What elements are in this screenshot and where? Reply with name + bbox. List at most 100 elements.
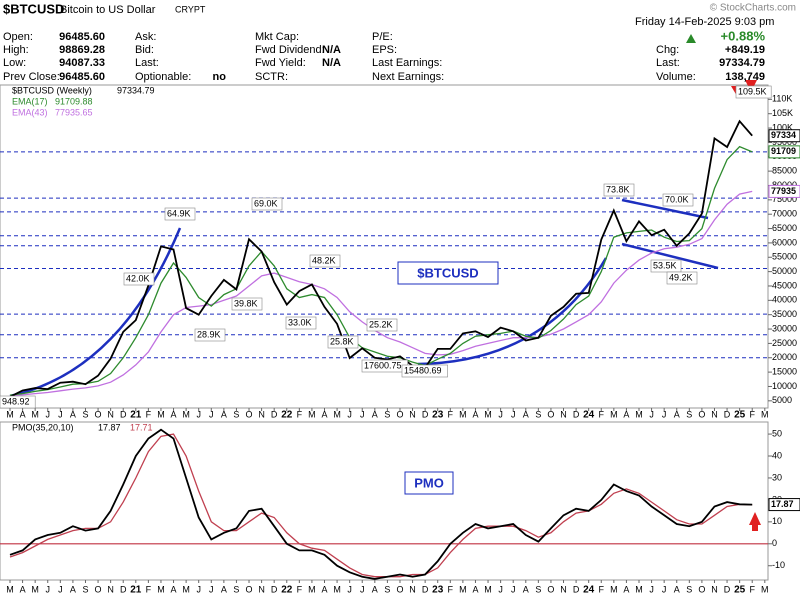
x-tick-label: M bbox=[635, 584, 643, 594]
annotation-box bbox=[327, 335, 359, 349]
x-tick-label: M bbox=[761, 409, 769, 419]
x-tick-label: O bbox=[95, 409, 102, 419]
field-value: 138,749 bbox=[725, 71, 765, 83]
x-tick-label: 21 bbox=[130, 585, 142, 596]
annotation-box bbox=[194, 328, 226, 342]
x-tick-label: J bbox=[209, 409, 214, 419]
field-label: Volume: bbox=[656, 71, 696, 83]
x-tick-label: 23 bbox=[432, 410, 444, 421]
x-tick-label: J bbox=[649, 584, 654, 594]
x-tick-label: N bbox=[560, 409, 567, 419]
x-tick-label: A bbox=[20, 409, 26, 419]
field-label: SCTR: bbox=[255, 71, 288, 83]
y-tick-label: 50000 bbox=[772, 266, 797, 276]
field-value: 94087.33 bbox=[59, 57, 105, 69]
x-tick-label: A bbox=[523, 409, 529, 419]
field-label: Bid: bbox=[135, 44, 154, 56]
annotation-box bbox=[662, 193, 694, 207]
x-tick-label: F bbox=[146, 409, 152, 419]
x-tick-label: 24 bbox=[583, 410, 595, 421]
x-tick-label: N bbox=[258, 584, 265, 594]
field-value: no bbox=[213, 71, 227, 83]
x-tick-label: S bbox=[233, 584, 239, 594]
field-label: EPS: bbox=[372, 44, 397, 56]
annotation-box bbox=[123, 272, 155, 286]
field-label: Open: bbox=[3, 31, 33, 43]
last-value-box bbox=[768, 184, 800, 198]
y-tick-label: 50 bbox=[772, 428, 782, 438]
annotation-box bbox=[401, 364, 448, 378]
x-tick-label: M bbox=[157, 584, 165, 594]
y-tick-label: 60000 bbox=[772, 237, 797, 247]
field-value: +0.88% bbox=[721, 28, 766, 43]
x-tick-label: S bbox=[384, 584, 390, 594]
x-tick-label: A bbox=[221, 584, 227, 594]
x-tick-label: S bbox=[686, 409, 692, 419]
legend-name: $BTCUSD (Weekly) bbox=[12, 85, 92, 95]
y-tick-label: 75000 bbox=[772, 194, 797, 204]
price-annotation: 39.8K bbox=[234, 298, 258, 308]
annotation-box bbox=[285, 316, 317, 330]
x-tick-label: A bbox=[321, 409, 327, 419]
field-label: Last: bbox=[656, 57, 680, 69]
x-tick-label: A bbox=[221, 409, 227, 419]
x-tick-label: O bbox=[95, 584, 102, 594]
x-tick-label: A bbox=[623, 409, 629, 419]
x-tick-label: S bbox=[535, 584, 541, 594]
box-label: $BTCUSD bbox=[417, 265, 478, 280]
x-tick-label: N bbox=[409, 584, 416, 594]
x-tick-label: J bbox=[360, 409, 365, 419]
y-tick-label: 85000 bbox=[772, 166, 797, 176]
y-tick-label: 30 bbox=[772, 472, 782, 482]
x-tick-label: O bbox=[547, 584, 554, 594]
y-tick-label: 5000 bbox=[772, 395, 792, 405]
y-tick-label: 40000 bbox=[772, 295, 797, 305]
x-tick-label: M bbox=[610, 584, 618, 594]
x-tick-label: A bbox=[171, 584, 177, 594]
y-tick-label: 10000 bbox=[772, 381, 797, 391]
x-tick-label: D bbox=[724, 584, 731, 594]
price-annotation: 53.5K bbox=[653, 260, 677, 270]
price-annotation: 49.2K bbox=[669, 272, 693, 282]
x-tick-label: N bbox=[107, 584, 114, 594]
field-label: Last: bbox=[135, 57, 159, 69]
field-label: Next Earnings: bbox=[372, 71, 444, 83]
label-box bbox=[397, 261, 499, 285]
annotation-box bbox=[309, 254, 341, 268]
x-tick-label: J bbox=[347, 584, 352, 594]
x-tick-label: A bbox=[674, 584, 680, 594]
x-tick-label: O bbox=[246, 584, 253, 594]
annotation-box bbox=[366, 318, 398, 332]
x-tick-label: O bbox=[698, 584, 705, 594]
x-tick-label: A bbox=[523, 584, 529, 594]
x-tick-label: A bbox=[171, 409, 177, 419]
x-tick-label: A bbox=[70, 409, 76, 419]
y-tick-label: 20000 bbox=[772, 352, 797, 362]
x-tick-label: O bbox=[396, 409, 403, 419]
x-tick-label: J bbox=[58, 409, 63, 419]
series-line bbox=[9, 433, 753, 578]
x-tick-label: J bbox=[511, 409, 516, 419]
annotation-box bbox=[231, 297, 263, 311]
x-tick-label: A bbox=[623, 584, 629, 594]
last-value-box bbox=[768, 145, 800, 159]
legend-value: 17.71 bbox=[130, 422, 153, 432]
x-tick-label: F bbox=[297, 584, 303, 594]
x-tick-label: 22 bbox=[281, 410, 293, 421]
price-annotation: 25.8K bbox=[330, 336, 354, 346]
x-tick-label: D bbox=[573, 409, 580, 419]
field-value: N/A bbox=[322, 44, 341, 56]
x-tick-label: M bbox=[610, 409, 618, 419]
y-tick-label: 45000 bbox=[772, 280, 797, 290]
field-label: Fwd Dividend: bbox=[255, 44, 325, 56]
field-label: Fwd Yield: bbox=[255, 57, 306, 69]
x-tick-label: J bbox=[662, 584, 667, 594]
y-tick-label: 70000 bbox=[772, 209, 797, 219]
x-tick-label: N bbox=[560, 584, 567, 594]
price-annotation: 73.8K bbox=[606, 184, 630, 194]
x-tick-label: F bbox=[599, 409, 605, 419]
x-tick-label: J bbox=[662, 409, 667, 419]
x-tick-label: A bbox=[372, 584, 378, 594]
y-tick-label: 55000 bbox=[772, 252, 797, 262]
